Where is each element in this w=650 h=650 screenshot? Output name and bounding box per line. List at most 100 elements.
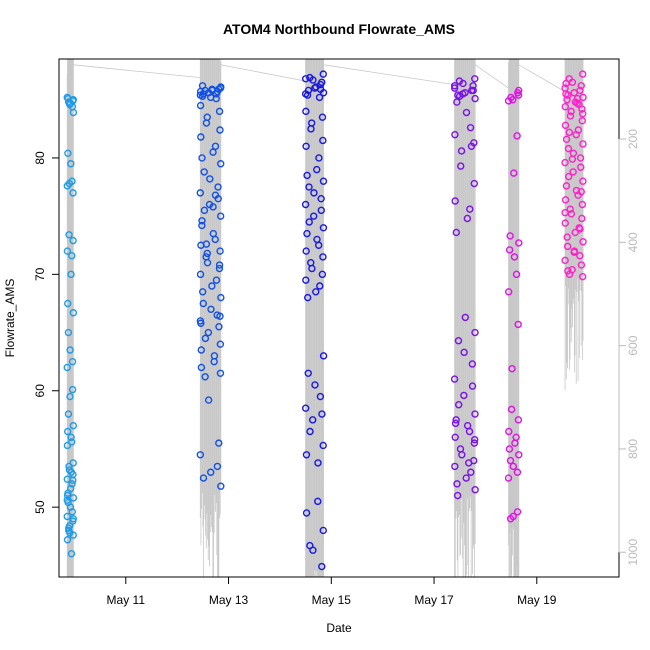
- data-point: [564, 172, 573, 181]
- data-point: [507, 405, 516, 414]
- data-point: [561, 219, 569, 227]
- data-point: [201, 334, 210, 343]
- data-point: [196, 189, 204, 197]
- data-point: [303, 171, 311, 180]
- data-point: [457, 162, 465, 170]
- data-point: [200, 206, 209, 215]
- data-point: [67, 270, 75, 279]
- data-point: [468, 360, 477, 368]
- data-point: [316, 392, 325, 401]
- data-point: [211, 191, 220, 199]
- data-point: [466, 205, 474, 213]
- data-point: [571, 228, 579, 237]
- data-point: [504, 288, 513, 296]
- data-point: [63, 496, 71, 504]
- data-point: [506, 232, 514, 240]
- data-point: [303, 229, 311, 238]
- data-point: [576, 252, 584, 260]
- data-point: [504, 474, 513, 482]
- data-point: [302, 276, 310, 284]
- data-point: [63, 247, 72, 255]
- data-point: [198, 221, 206, 230]
- data-point: [509, 96, 517, 104]
- data-point: [203, 249, 211, 258]
- data-point: [69, 515, 77, 523]
- data-point: [215, 264, 224, 273]
- data-point: [460, 348, 468, 357]
- data-point: [504, 97, 513, 105]
- data-point: [563, 233, 571, 241]
- data-point: [207, 305, 215, 313]
- data-point: [204, 328, 213, 337]
- data-point: [561, 158, 569, 167]
- data-point: [63, 363, 71, 372]
- data-point: [319, 441, 327, 450]
- x-tick-label: May 13: [209, 593, 249, 607]
- data-point: [508, 364, 516, 373]
- data-point: [573, 99, 581, 107]
- data-point: [211, 142, 220, 151]
- data-point: [505, 445, 514, 453]
- data-point: [64, 328, 73, 337]
- data-point: [455, 401, 463, 409]
- data-point: [561, 121, 570, 130]
- data-point: [565, 128, 573, 137]
- data-point: [563, 242, 572, 251]
- data-point: [63, 427, 72, 436]
- data-point: [66, 346, 74, 354]
- y-tick-label: 60: [33, 384, 47, 398]
- data-point: [197, 319, 205, 327]
- data-point: [465, 427, 474, 436]
- data-point: [198, 217, 206, 225]
- x-tick-label: May 17: [414, 593, 454, 607]
- data-point: [579, 110, 587, 118]
- data-point: [216, 369, 225, 377]
- data-point: [198, 288, 207, 296]
- data-point: [197, 363, 206, 372]
- data-point: [212, 90, 220, 98]
- data-point: [64, 410, 73, 418]
- data-point: [576, 225, 584, 233]
- data-point: [66, 392, 74, 401]
- data-point: [462, 108, 471, 117]
- data-point: [67, 438, 76, 446]
- data-point: [66, 529, 74, 537]
- data-point: [203, 259, 212, 267]
- data-point: [451, 130, 459, 139]
- data-point: [513, 508, 522, 516]
- x-tick-label: May 11: [107, 593, 146, 607]
- data-point: [217, 83, 225, 91]
- data-point: [217, 160, 225, 168]
- data-point: [68, 385, 77, 394]
- data-point: [309, 416, 317, 424]
- data-point: [317, 194, 325, 203]
- x-tick-label: May 19: [517, 593, 557, 607]
- data-point: [578, 214, 586, 223]
- data-point: [302, 142, 310, 151]
- data-point: [212, 276, 221, 284]
- data-point: [451, 433, 459, 442]
- data-point: [302, 509, 311, 517]
- data-point: [458, 451, 466, 459]
- data-point: [515, 451, 523, 459]
- data-point: [315, 93, 324, 102]
- data-point: [206, 175, 214, 183]
- data-point: [572, 186, 581, 195]
- data-point: [312, 288, 320, 296]
- data-point: [565, 270, 574, 279]
- data-point: [309, 76, 317, 84]
- data-point: [315, 154, 323, 162]
- data-point: [455, 92, 464, 100]
- gray-trace-layer: [66, 59, 584, 577]
- data-point: [213, 462, 222, 471]
- data-point: [562, 79, 570, 88]
- data-point: [577, 187, 585, 196]
- gray-connector-line: [323, 64, 455, 86]
- data-point: [471, 75, 479, 83]
- data-point: [63, 512, 71, 521]
- data-point: [217, 482, 225, 490]
- x-axis: May 11 May 13 May 15 May 17 May 19: [107, 577, 557, 607]
- data-point: [217, 293, 225, 302]
- data-point: [561, 196, 570, 204]
- data-point: [208, 85, 216, 93]
